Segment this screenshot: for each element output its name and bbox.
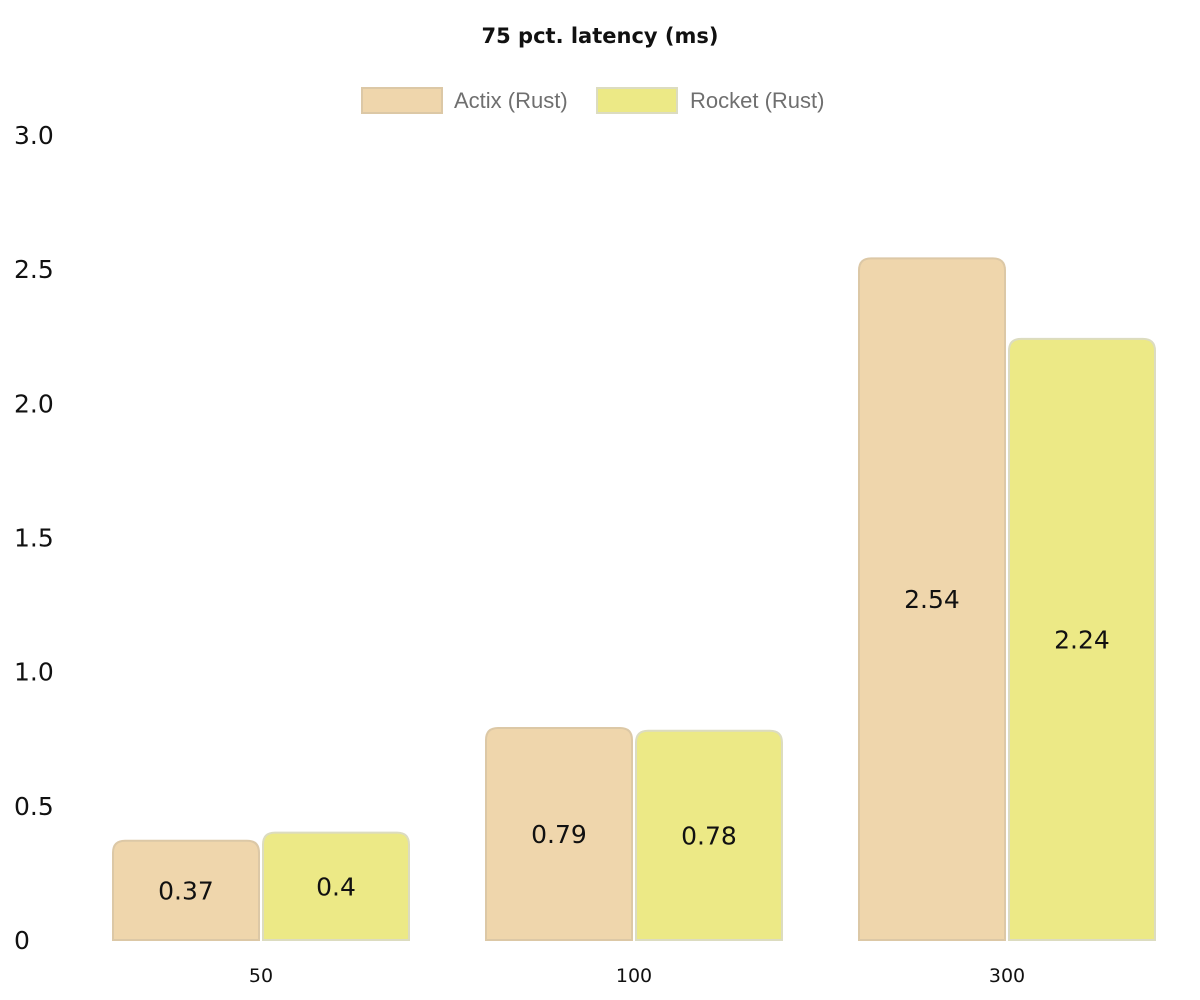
bar-rocket-50[interactable] xyxy=(262,831,410,941)
data-label: 2.24 xyxy=(1054,625,1110,654)
y-tick-label: 1.0 xyxy=(14,658,54,687)
data-label: 0.37 xyxy=(158,876,214,905)
bar-series-group: 0.37 0.4 0.79 0.78 2.54 2.24 xyxy=(112,257,1156,941)
chart-legend: Actix (Rust) Rocket (Rust) xyxy=(361,87,824,114)
y-tick-label: 2.5 xyxy=(14,255,54,284)
bar-rocket-100[interactable] xyxy=(635,729,783,941)
data-label: 0.4 xyxy=(316,872,356,901)
legend-label-1[interactable]: Actix (Rust) xyxy=(454,88,568,113)
data-label: 0.78 xyxy=(681,821,737,850)
x-tick-label: 300 xyxy=(989,965,1025,987)
x-tick-label: 50 xyxy=(249,965,273,987)
bar-actix-100[interactable] xyxy=(485,727,633,941)
y-tick-label: 0 xyxy=(14,926,30,955)
data-label: 2.54 xyxy=(904,585,960,614)
y-tick-label: 0.5 xyxy=(14,792,54,821)
chart-title: 75 pct. latency (ms) xyxy=(482,24,719,48)
legend-label-2[interactable]: Rocket (Rust) xyxy=(690,88,824,113)
bar-actix-300[interactable] xyxy=(858,257,1006,941)
x-tick-label: 100 xyxy=(616,965,652,987)
y-tick-label: 2.0 xyxy=(14,389,54,418)
bar-rocket-300[interactable] xyxy=(1008,337,1156,941)
x-axis: 50 100 300 xyxy=(249,965,1025,987)
bar-actix-50[interactable] xyxy=(112,839,260,941)
y-tick-label: 3.0 xyxy=(14,121,54,150)
legend-swatch-2[interactable] xyxy=(596,87,678,114)
y-axis: 0 0.5 1.0 1.5 2.0 2.5 3.0 xyxy=(14,121,54,955)
legend-swatch-1[interactable] xyxy=(361,87,443,114)
data-label: 0.79 xyxy=(531,820,587,849)
y-tick-label: 1.5 xyxy=(14,524,54,553)
